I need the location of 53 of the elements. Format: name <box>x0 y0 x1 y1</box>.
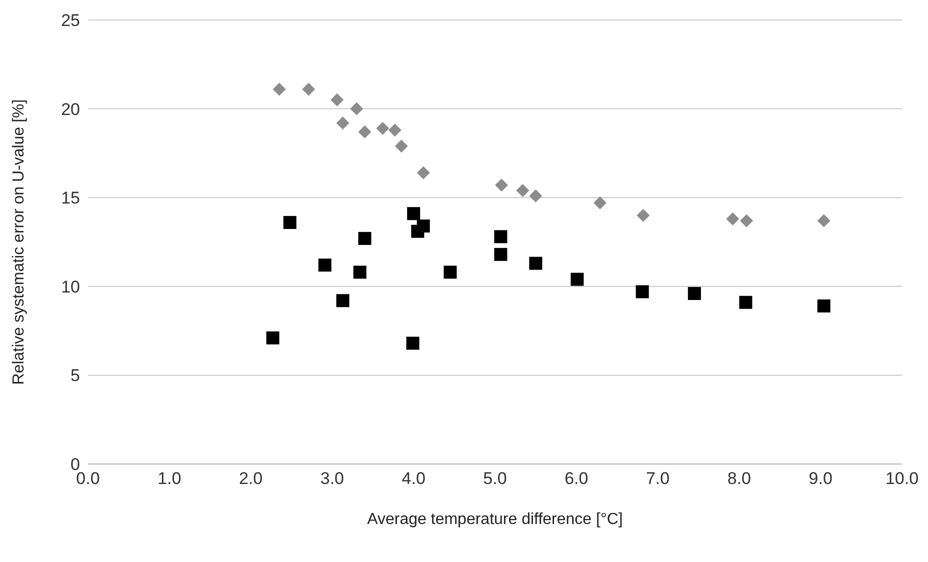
point <box>740 214 754 228</box>
point <box>318 258 332 272</box>
y-tick-label: 5 <box>70 366 80 386</box>
x-tick-label: 7.0 <box>646 469 670 488</box>
point <box>353 266 366 279</box>
point <box>336 294 350 308</box>
point <box>739 296 752 309</box>
y-axis-title: Relative systematic error on U-value [%] <box>10 99 28 385</box>
point <box>283 216 296 229</box>
point <box>406 336 420 350</box>
point <box>594 196 607 210</box>
y-tick-label: 20 <box>61 100 80 119</box>
point <box>516 184 530 197</box>
y-tick-label: 15 <box>61 188 80 208</box>
point <box>636 208 650 222</box>
point <box>302 82 316 96</box>
point <box>272 82 286 96</box>
x-tick-label: 4.0 <box>402 469 426 488</box>
x-tick-label: 5.0 <box>483 469 507 488</box>
point <box>444 266 457 279</box>
x-tick-label: 6.0 <box>564 469 588 488</box>
point <box>358 232 372 245</box>
x-tick-label: 2.0 <box>238 469 263 488</box>
point <box>416 166 430 180</box>
y-tick-label: 10 <box>61 277 80 296</box>
point <box>494 230 508 244</box>
point <box>817 299 830 312</box>
x-tick-label: 0.0 <box>76 469 100 488</box>
point <box>376 122 390 135</box>
point <box>350 102 364 116</box>
point <box>494 248 508 261</box>
x-tick-label: 1.0 <box>158 469 182 488</box>
x-tick-label: 10.0 <box>885 469 919 488</box>
point <box>570 272 584 286</box>
point <box>636 285 649 298</box>
x-tick-label: 8.0 <box>727 469 752 488</box>
x-tick-label: 3.0 <box>320 469 344 488</box>
y-tick-label: 25 <box>61 11 80 30</box>
point <box>817 214 830 228</box>
point <box>688 287 701 300</box>
point <box>407 207 420 220</box>
point <box>529 189 542 202</box>
point <box>336 116 350 130</box>
point <box>266 331 280 344</box>
point <box>330 93 344 106</box>
x-axis-title: Average temperature difference [°C] <box>367 511 623 528</box>
point <box>394 140 408 153</box>
point <box>529 256 542 270</box>
point <box>495 178 508 192</box>
point <box>358 125 372 138</box>
point <box>726 212 740 226</box>
x-tick-label: 9.0 <box>808 469 832 488</box>
point <box>388 124 402 137</box>
